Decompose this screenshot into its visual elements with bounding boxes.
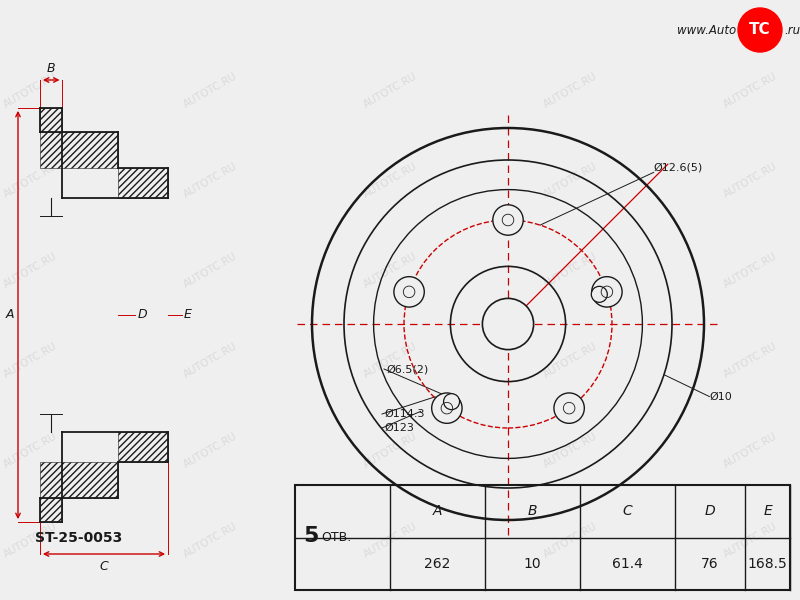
Text: AUTOTC.RU: AUTOTC.RU [182, 341, 238, 379]
Text: AUTOTC.RU: AUTOTC.RU [182, 431, 238, 469]
Text: AUTOTC.RU: AUTOTC.RU [2, 71, 58, 109]
Circle shape [443, 394, 459, 410]
Text: .ru: .ru [784, 23, 800, 37]
Text: 10: 10 [524, 557, 542, 571]
Text: AUTOTC.RU: AUTOTC.RU [182, 521, 238, 559]
Text: D: D [705, 504, 715, 518]
Text: 168.5: 168.5 [748, 557, 787, 571]
Text: Ø10: Ø10 [710, 392, 732, 401]
Text: ОТВ.: ОТВ. [321, 531, 351, 544]
Text: AUTOTC.RU: AUTOTC.RU [182, 251, 238, 289]
Circle shape [591, 286, 607, 302]
Text: AUTOTC.RU: AUTOTC.RU [722, 161, 778, 199]
Text: AUTOTC.RU: AUTOTC.RU [182, 71, 238, 109]
Text: E: E [184, 308, 192, 322]
Text: A: A [433, 504, 442, 518]
Text: AUTOTC.RU: AUTOTC.RU [542, 251, 598, 289]
Bar [40, 108, 62, 132]
Text: AUTOTC.RU: AUTOTC.RU [722, 521, 778, 559]
Bar [118, 168, 168, 198]
Text: D: D [138, 308, 147, 322]
Text: AUTOTC.RU: AUTOTC.RU [542, 521, 598, 559]
Circle shape [394, 277, 424, 307]
Text: AUTOTC.RU: AUTOTC.RU [2, 161, 58, 199]
Text: AUTOTC.RU: AUTOTC.RU [362, 341, 418, 379]
Text: 76: 76 [701, 557, 719, 571]
Text: ST-25-0053: ST-25-0053 [35, 530, 122, 545]
Text: AUTOTC.RU: AUTOTC.RU [542, 161, 598, 199]
Circle shape [482, 298, 534, 350]
Text: C: C [622, 504, 632, 518]
Text: AUTOTC.RU: AUTOTC.RU [362, 521, 418, 559]
Text: AUTOTC.RU: AUTOTC.RU [362, 161, 418, 199]
Bar [295, 485, 790, 590]
Text: E: E [763, 504, 772, 518]
Text: AUTOTC.RU: AUTOTC.RU [542, 341, 598, 379]
Text: AUTOTC.RU: AUTOTC.RU [542, 71, 598, 109]
Text: AUTOTC.RU: AUTOTC.RU [542, 431, 598, 469]
Circle shape [554, 393, 584, 424]
Text: 5: 5 [303, 526, 318, 545]
Text: AUTOTC.RU: AUTOTC.RU [362, 251, 418, 289]
Text: AUTOTC.RU: AUTOTC.RU [362, 71, 418, 109]
Circle shape [738, 8, 782, 52]
Text: AUTOTC.RU: AUTOTC.RU [2, 431, 58, 469]
Text: www.Auto: www.Auto [677, 23, 736, 37]
Text: AUTOTC.RU: AUTOTC.RU [2, 341, 58, 379]
Text: Ø123: Ø123 [384, 423, 414, 433]
Text: Ø114.3: Ø114.3 [384, 409, 425, 419]
Bar [40, 498, 62, 522]
Text: 262: 262 [424, 557, 450, 571]
Bar [40, 132, 118, 168]
Text: AUTOTC.RU: AUTOTC.RU [722, 341, 778, 379]
Text: 61.4: 61.4 [612, 557, 643, 571]
Text: A: A [6, 308, 14, 322]
Text: B: B [528, 504, 538, 518]
Text: TC: TC [749, 22, 771, 37]
Text: AUTOTC.RU: AUTOTC.RU [722, 431, 778, 469]
Text: AUTOTC.RU: AUTOTC.RU [362, 431, 418, 469]
Text: AUTOTC.RU: AUTOTC.RU [722, 71, 778, 109]
Text: AUTOTC.RU: AUTOTC.RU [2, 521, 58, 559]
Text: AUTOTC.RU: AUTOTC.RU [2, 251, 58, 289]
Text: Ø12.6(5): Ø12.6(5) [654, 163, 703, 172]
Text: AUTOTC.RU: AUTOTC.RU [182, 161, 238, 199]
Circle shape [432, 393, 462, 424]
Circle shape [592, 277, 622, 307]
Circle shape [493, 205, 523, 235]
Text: B: B [47, 61, 55, 74]
Text: C: C [100, 559, 108, 572]
Text: Ø6.5(2): Ø6.5(2) [386, 364, 428, 374]
Bar [40, 462, 118, 498]
Text: AUTOTC.RU: AUTOTC.RU [722, 251, 778, 289]
Bar [118, 432, 168, 462]
